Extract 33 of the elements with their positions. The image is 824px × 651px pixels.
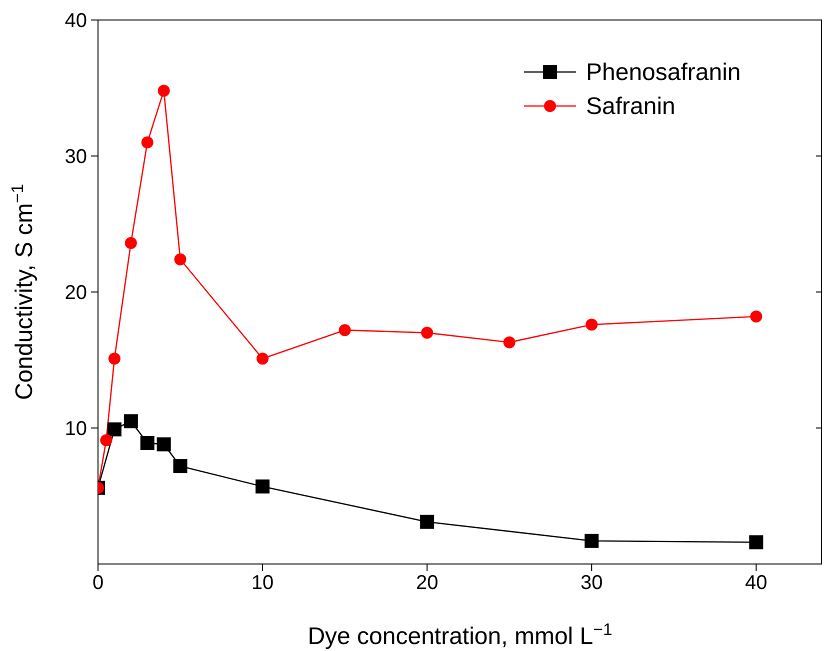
point xyxy=(124,414,138,428)
point xyxy=(749,535,764,550)
y-tick-label: 40 xyxy=(64,10,87,32)
point xyxy=(140,436,154,450)
point xyxy=(421,326,434,339)
point xyxy=(108,352,120,365)
legend-label: Safranin xyxy=(586,93,676,120)
y-tick-label: 20 xyxy=(64,282,87,304)
legend-label: Phenosafranin xyxy=(586,59,741,86)
point xyxy=(124,237,137,250)
point xyxy=(586,318,598,331)
x-tick-label: 40 xyxy=(745,572,768,594)
point xyxy=(584,534,599,548)
x-tick-label: 20 xyxy=(416,572,438,594)
point xyxy=(100,434,112,446)
point xyxy=(158,84,170,97)
x-axis-title: Dye concentration, mmol L$^{−1}$ xyxy=(308,620,612,650)
point xyxy=(420,514,434,529)
x-tick-label: 0 xyxy=(92,572,104,594)
point xyxy=(256,352,269,365)
point xyxy=(338,324,351,336)
point xyxy=(107,422,122,436)
point xyxy=(256,479,270,494)
point xyxy=(503,336,516,348)
x-tick-label: 30 xyxy=(580,572,603,594)
point xyxy=(174,253,186,266)
point xyxy=(173,459,188,474)
y-tick-label: 30 xyxy=(64,146,87,168)
point xyxy=(156,437,171,452)
x-tick-label: 10 xyxy=(251,572,274,594)
y-tick-label: 10 xyxy=(64,418,87,440)
point xyxy=(750,310,762,322)
point xyxy=(141,136,154,148)
